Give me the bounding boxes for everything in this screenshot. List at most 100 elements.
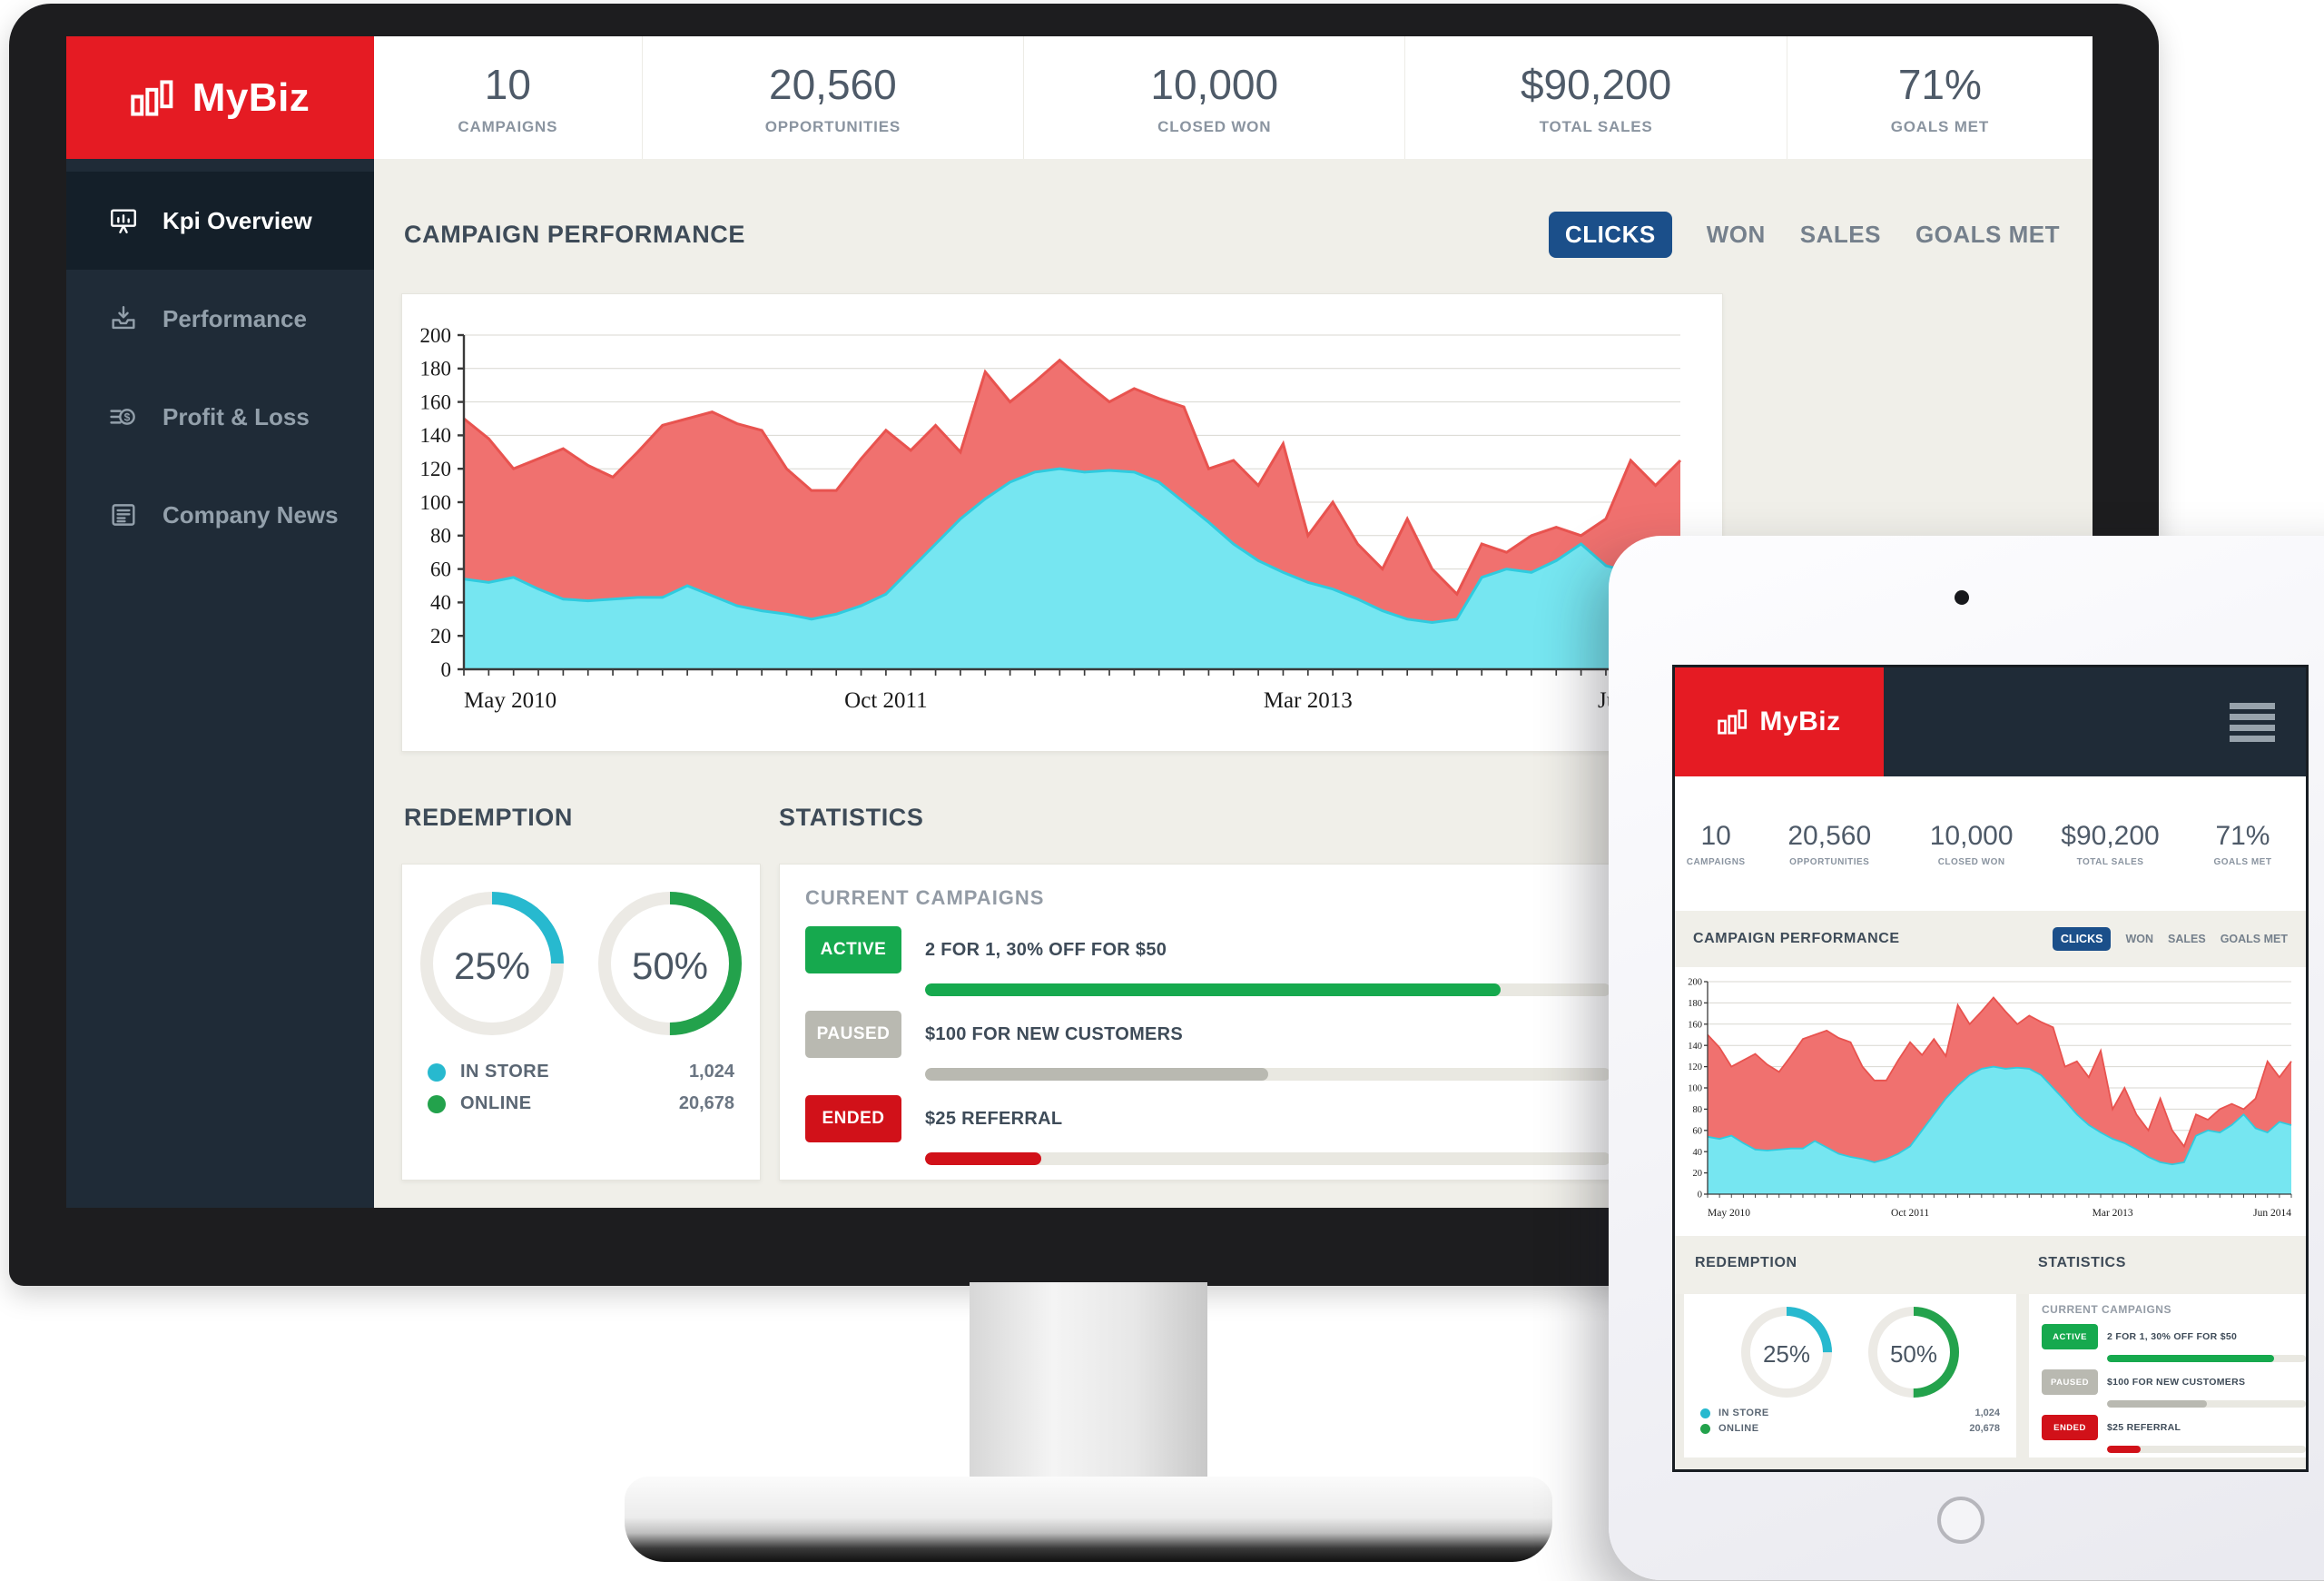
svg-text:200: 200 (420, 324, 452, 347)
kpi-label: GOALS MET (1890, 117, 1990, 135)
legend-label: IN STORE (1718, 1408, 1769, 1418)
brand-logo[interactable]: MyBiz (66, 36, 374, 159)
donut-in-store: 25% (420, 892, 564, 1040)
campaign-performance-bar: CAMPAIGN PERFORMANCE CLICKS WON SALES GO… (1675, 911, 2306, 967)
svg-text:$: $ (124, 410, 131, 423)
svg-text:0: 0 (441, 658, 452, 681)
svg-text:May 2010: May 2010 (464, 688, 556, 713)
bar-chart-logo-icon (130, 79, 173, 116)
redemption-legend: IN STORE 1,024 ONLINE 20,678 (428, 1062, 734, 1114)
svg-text:120: 120 (1688, 1062, 1702, 1072)
svg-text:140: 140 (420, 424, 452, 447)
svg-text:160: 160 (1688, 1020, 1702, 1030)
kpi-label: TOTAL SALES (2076, 856, 2144, 867)
svg-text:80: 80 (1693, 1105, 1703, 1115)
svg-text:160: 160 (420, 390, 452, 413)
svg-text:140: 140 (1688, 1042, 1702, 1052)
legend-label: IN STORE (460, 1062, 550, 1082)
legend-row-in-store: IN STORE 1,024 (428, 1062, 734, 1082)
svg-text:May 2010: May 2010 (1708, 1208, 1750, 1219)
svg-text:60: 60 (430, 558, 451, 580)
sidebar-item-kpi-overview[interactable]: Kpi Overview (66, 172, 374, 270)
svg-text:20: 20 (430, 625, 451, 647)
tab-sales[interactable]: SALES (2168, 933, 2206, 945)
svg-text:20: 20 (1693, 1169, 1703, 1179)
menu-icon[interactable] (2230, 702, 2275, 742)
tab-won[interactable]: WON (2125, 933, 2153, 945)
progress-fill (925, 983, 1502, 996)
tab-goals-met[interactable]: GOALS MET (2220, 933, 2288, 945)
sidebar-item-label: Performance (162, 304, 307, 332)
kpi-value: 10 (484, 60, 531, 108)
sidebar-item-performance[interactable]: Performance (66, 270, 374, 368)
in-store-dot (1700, 1408, 1710, 1418)
campaign-row-ended: ENDED $25 REFERRAL (805, 1095, 1610, 1165)
tab-won[interactable]: WON (1706, 221, 1766, 248)
campaign-row-ended: ENDED $25 REFERRAL (2042, 1415, 2306, 1453)
campaign-row-active: ACTIVE 2 FOR 1, 30% OFF FOR $50 (2042, 1324, 2306, 1362)
tab-sales[interactable]: SALES (1799, 221, 1881, 248)
legend-value: 20,678 (678, 1093, 734, 1113)
campaign-performance-chart: 0 20 40 60 80 100 120 140 160 180 200 May 2010 Oct 2… (1688, 978, 2292, 1219)
current-campaigns-subtitle: CURRENT CAMPAIGNS (805, 886, 1045, 909)
campaign-label: $25 REFERRAL (925, 1108, 1063, 1129)
kpi-opportunities: 20,560 OPPORTUNITIES (641, 36, 1023, 159)
campaign-row-active: ACTIVE 2 FOR 1, 30% OFF FOR $50 (805, 926, 1610, 996)
online-dot (428, 1094, 446, 1113)
in-store-dot (428, 1062, 446, 1082)
kpi-total-sales: $90,200 TOTAL SALES (2041, 776, 2180, 911)
tablet-home-button[interactable] (1937, 1497, 1984, 1544)
campaign-performance-chart-card: 0 20 40 60 80 100 120 140 160 180 200 May 2010 Oct 2… (401, 293, 1723, 752)
statistics-card: CURRENT CAMPAIGNS ACTIVE 2 FOR 1, 30% OF… (779, 864, 1630, 1181)
kpi-value: 20,560 (1787, 820, 1872, 851)
kpi-label: CLOSED WON (1157, 117, 1272, 135)
kpi-label: CLOSED WON (1937, 856, 2005, 867)
status-badge-paused: PAUSED (805, 1011, 901, 1058)
presentation-chart-icon (111, 209, 136, 233)
legend-row-online: ONLINE 20,678 (1700, 1423, 2000, 1434)
kpi-label: CAMPAIGNS (458, 117, 558, 135)
campaign-label: 2 FOR 1, 30% OFF FOR $50 (925, 939, 1167, 960)
donut-percent: 50% (631, 944, 709, 987)
svg-text:Oct 2011: Oct 2011 (844, 688, 927, 713)
monitor-stand-neck (970, 1282, 1207, 1484)
kpi-goals-met: 71% GOALS MET (1786, 36, 2093, 159)
sidebar-item-label: Kpi Overview (162, 206, 312, 234)
kpi-value: 20,560 (769, 60, 897, 108)
kpi-campaigns: 10 CAMPAIGNS (374, 36, 642, 159)
tablet-header: MyBiz (1675, 667, 2306, 776)
svg-text:120: 120 (420, 458, 452, 480)
kpi-value: 10,000 (1150, 60, 1279, 108)
progress-fill (925, 1152, 1042, 1165)
tab-goals-met[interactable]: GOALS MET (1915, 221, 2060, 248)
progress-fill (2107, 1446, 2142, 1453)
kpi-value: $90,200 (1520, 60, 1672, 108)
svg-text:200: 200 (1688, 978, 1702, 988)
brand-name: MyBiz (192, 74, 310, 120)
donut-percent: 25% (1762, 1340, 1811, 1368)
campaign-label: 2 FOR 1, 30% OFF FOR $50 (2107, 1331, 2238, 1342)
sidebar-item-label: Profit & Loss (162, 402, 310, 430)
newspaper-icon (112, 504, 135, 526)
kpi-total-sales: $90,200 TOTAL SALES (1404, 36, 1786, 159)
progress-track (925, 1068, 1610, 1081)
svg-text:60: 60 (1693, 1126, 1703, 1136)
tab-clicks[interactable]: CLICKS (2052, 927, 2112, 951)
kpi-label: CAMPAIGNS (1686, 856, 1746, 867)
sidebar-item-profit-loss[interactable]: $ Profit & Loss (66, 368, 374, 466)
statistics-card: CURRENT CAMPAIGNS ACTIVE 2 FOR 1, 30% OF… (2029, 1294, 2306, 1457)
brand-name: MyBiz (1759, 707, 1841, 736)
status-badge-active: ACTIVE (2042, 1324, 2098, 1349)
brand-logo[interactable]: MyBiz (1675, 667, 1884, 776)
tab-clicks[interactable]: CLICKS (1548, 212, 1672, 258)
status-badge-active: ACTIVE (805, 926, 901, 973)
legend-value: 1,024 (1974, 1408, 2000, 1418)
sidebar-item-company-news[interactable]: Company News (66, 466, 374, 564)
kpi-closed-won: 10,000 CLOSED WON (1902, 776, 2041, 911)
progress-track (2107, 1446, 2306, 1453)
tablet-camera-dot (1955, 590, 1969, 605)
donut-online: 50% (1868, 1307, 1959, 1402)
donut-percent: 50% (1889, 1340, 1938, 1368)
coin-icon: $ (110, 409, 135, 425)
sidebar-nav: Kpi Overview Performance $ (66, 159, 374, 1208)
